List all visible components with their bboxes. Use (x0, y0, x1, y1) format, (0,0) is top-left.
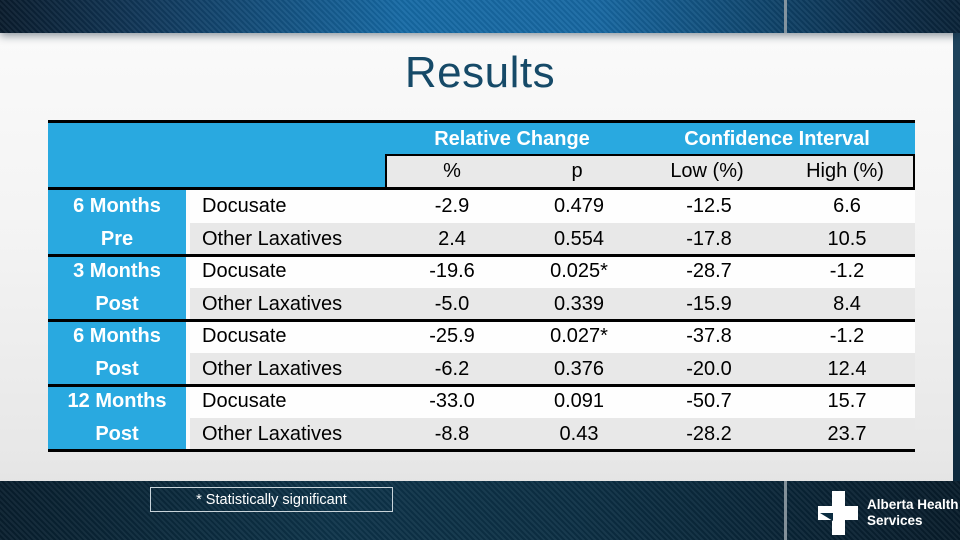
high-cell: 10.5 (779, 222, 915, 255)
low-cell: -37.8 (639, 320, 779, 353)
column-group-relative-change: Relative Change (434, 128, 590, 150)
group-separator-line (48, 253, 915, 257)
pct-cell: 2.4 (385, 222, 519, 255)
column-gap (186, 352, 190, 385)
drug-cell: Other Laxatives (190, 287, 385, 320)
results-table: Relative Change Confidence Interval % p … (48, 120, 915, 452)
period-cell: Post (48, 417, 186, 450)
table-body: 6 Months Docusate -2.9 0.479 -12.5 6.6 P… (48, 190, 915, 452)
pct-cell: -6.2 (385, 352, 519, 385)
slide-right-edge-strip (953, 0, 960, 540)
pct-cell: -19.6 (385, 255, 519, 288)
logo-line2: Services (867, 513, 923, 528)
table-row: 3 Months Docusate -19.6 0.025* -28.7 -1.… (48, 255, 915, 288)
page-title: Results (404, 48, 556, 97)
p-cell: 0.025* (519, 255, 639, 288)
p-cell: 0.376 (519, 352, 639, 385)
column-gap (186, 385, 190, 418)
pct-cell: -25.9 (385, 320, 519, 353)
subheader-low: Low (%) (670, 160, 744, 182)
high-cell: 15.7 (779, 385, 915, 418)
low-cell: -50.7 (639, 385, 779, 418)
column-group-confidence-interval: Confidence Interval (684, 128, 870, 150)
p-cell: 0.027* (519, 320, 639, 353)
column-gap (186, 190, 190, 223)
column-gap (186, 222, 190, 255)
column-gap (186, 417, 190, 450)
pct-cell: -2.9 (385, 190, 519, 223)
low-cell: -28.2 (639, 417, 779, 450)
period-cell: 12 Months (48, 385, 186, 418)
group-separator-line (48, 318, 915, 322)
footnote-box: * Statistically significant (150, 487, 393, 512)
column-gap (186, 255, 190, 288)
p-cell: 0.091 (519, 385, 639, 418)
period-cell: 6 Months (48, 320, 186, 353)
drug-cell: Other Laxatives (190, 417, 385, 450)
p-cell: 0.479 (519, 190, 639, 223)
low-cell: -20.0 (639, 352, 779, 385)
high-cell: 23.7 (779, 417, 915, 450)
table-row: Post Other Laxatives -5.0 0.339 -15.9 8.… (48, 287, 915, 320)
period-cell: Post (48, 287, 186, 320)
p-cell: 0.554 (519, 222, 639, 255)
table-row: Post Other Laxatives -6.2 0.376 -20.0 12… (48, 352, 915, 385)
low-cell: -17.8 (639, 222, 779, 255)
alberta-health-services-logo: Alberta Health Services (818, 490, 959, 536)
pct-cell: -33.0 (385, 385, 519, 418)
column-gap (186, 320, 190, 353)
high-cell: -1.2 (779, 320, 915, 353)
p-cell: 0.43 (519, 417, 639, 450)
table-row: 6 Months Docusate -25.9 0.027* -37.8 -1.… (48, 320, 915, 353)
logo-line1: Alberta Health (867, 497, 959, 513)
subheader-p: p (571, 160, 583, 182)
p-cell: 0.339 (519, 287, 639, 320)
period-cell: Post (48, 352, 186, 385)
table-row: Pre Other Laxatives 2.4 0.554 -17.8 10.5 (48, 222, 915, 255)
group-separator-line (48, 383, 915, 387)
top-bar-separator (784, 0, 787, 33)
drug-cell: Other Laxatives (190, 352, 385, 385)
table-row: Post Other Laxatives -8.8 0.43 -28.2 23.… (48, 417, 915, 450)
high-cell: 8.4 (779, 287, 915, 320)
drug-cell: Docusate (190, 385, 385, 418)
logo-text: Alberta Health Services (867, 497, 959, 528)
pct-cell: -8.8 (385, 417, 519, 450)
table-subheader: % p Low (%) High (%) (385, 154, 915, 187)
period-cell: 3 Months (48, 255, 186, 288)
high-cell: 6.6 (779, 190, 915, 223)
period-cell: Pre (48, 222, 186, 255)
table-row: 12 Months Docusate -33.0 0.091 -50.7 15.… (48, 385, 915, 418)
drug-cell: Docusate (190, 320, 385, 353)
drug-cell: Docusate (190, 190, 385, 223)
subheader-percent: % (443, 160, 461, 182)
period-cell: 6 Months (48, 190, 186, 223)
low-cell: -28.7 (639, 255, 779, 288)
drug-cell: Other Laxatives (190, 222, 385, 255)
header-bottom-border (48, 187, 915, 190)
subheader-high: High (%) (806, 160, 884, 182)
high-cell: -1.2 (779, 255, 915, 288)
drug-cell: Docusate (190, 255, 385, 288)
top-banner-bar (0, 0, 960, 33)
table-top-border (48, 120, 915, 123)
high-cell: 12.4 (779, 352, 915, 385)
table-row: 6 Months Docusate -2.9 0.479 -12.5 6.6 (48, 190, 915, 223)
pct-cell: -5.0 (385, 287, 519, 320)
column-gap (186, 287, 190, 320)
health-cross-icon (818, 491, 858, 535)
bottom-banner-bar (0, 481, 960, 540)
table-header: Relative Change Confidence Interval % p … (48, 123, 915, 190)
table-bottom-border (48, 448, 915, 452)
bottom-bar-separator (784, 481, 787, 540)
low-cell: -15.9 (639, 287, 779, 320)
low-cell: -12.5 (639, 190, 779, 223)
